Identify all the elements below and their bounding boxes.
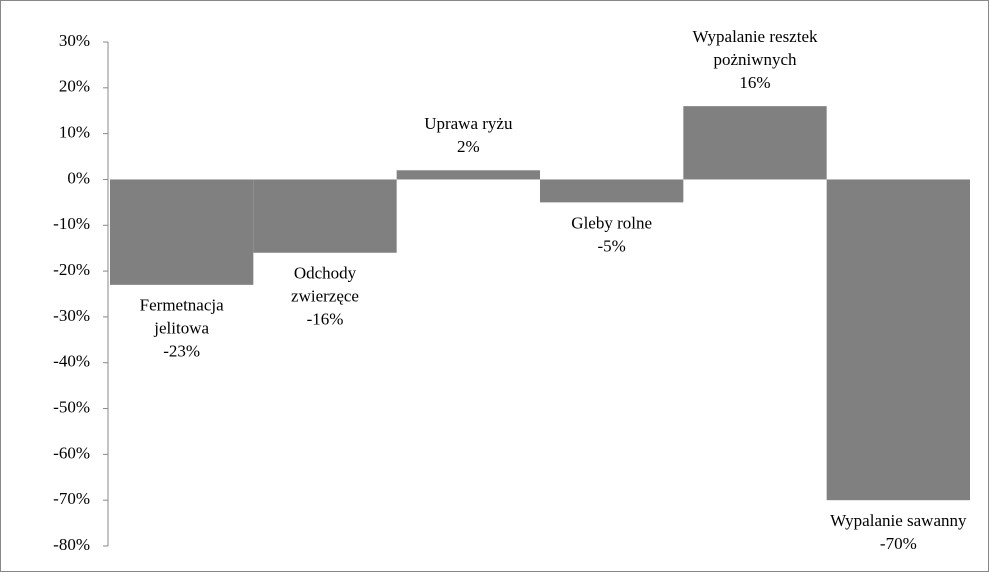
y-tick-label: 10%	[59, 123, 90, 142]
y-tick-label: -40%	[53, 352, 90, 371]
data-label: -70%	[880, 534, 917, 553]
bar	[253, 179, 397, 253]
bar	[683, 106, 827, 180]
y-tick-label: -20%	[53, 260, 90, 279]
bar	[826, 179, 970, 501]
category-label: Odchody	[294, 264, 357, 283]
y-tick-label: 30%	[59, 31, 90, 50]
y-tick-label: -10%	[53, 214, 90, 233]
bar	[110, 179, 254, 285]
data-label: -23%	[163, 342, 200, 361]
category-label: Uprawa ryżu	[424, 114, 513, 133]
data-label: -5%	[598, 236, 626, 255]
y-tick-label: -50%	[53, 397, 90, 416]
bar	[396, 170, 540, 180]
data-label: 2%	[457, 137, 480, 156]
category-label: Wypalanie sawanny	[830, 511, 967, 530]
category-label: Wypalanie resztek	[693, 27, 818, 46]
data-label: -16%	[307, 310, 344, 329]
y-tick-label: -30%	[53, 306, 90, 325]
y-tick-label: -70%	[53, 489, 90, 508]
category-label: zwierzęce	[291, 287, 359, 306]
category-label: Fermetnacja	[140, 296, 224, 315]
category-label: Gleby rolne	[571, 213, 652, 232]
y-tick-label: -80%	[53, 535, 90, 554]
y-tick-label: 0%	[67, 168, 90, 187]
y-tick-label: -60%	[53, 443, 90, 462]
bar	[540, 179, 684, 203]
y-tick-label: 20%	[59, 77, 90, 96]
data-label: 16%	[739, 73, 770, 92]
category-label: jelitowa	[153, 319, 209, 338]
category-label: pożniwnych	[713, 50, 797, 69]
